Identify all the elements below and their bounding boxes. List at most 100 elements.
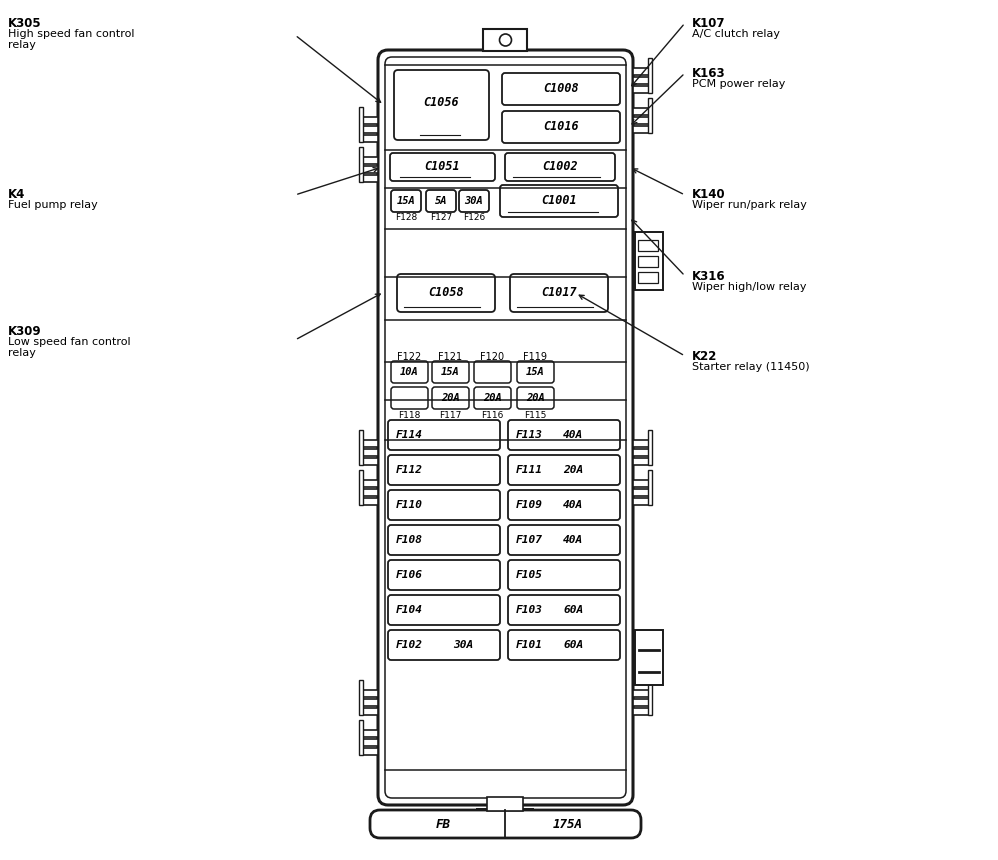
Bar xyxy=(633,126,649,133)
Bar xyxy=(633,690,649,697)
FancyBboxPatch shape xyxy=(474,387,511,409)
FancyBboxPatch shape xyxy=(517,361,554,383)
Bar xyxy=(362,458,378,465)
Bar xyxy=(638,256,658,267)
FancyBboxPatch shape xyxy=(508,455,620,485)
Text: Wiper high/low relay: Wiper high/low relay xyxy=(692,282,806,292)
Bar xyxy=(638,272,658,283)
Bar xyxy=(362,498,378,505)
Bar xyxy=(487,797,524,811)
Text: PCM power relay: PCM power relay xyxy=(692,79,785,89)
Text: 10A: 10A xyxy=(400,367,419,377)
Bar xyxy=(359,720,363,755)
Bar xyxy=(633,699,649,706)
Bar xyxy=(648,430,652,465)
Bar xyxy=(362,157,378,164)
Text: K107: K107 xyxy=(692,17,726,30)
Text: F111: F111 xyxy=(516,465,543,475)
Text: K316: K316 xyxy=(692,270,726,283)
Text: Fuel pump relay: Fuel pump relay xyxy=(8,200,98,210)
FancyBboxPatch shape xyxy=(508,525,620,555)
Text: K4: K4 xyxy=(8,188,25,201)
Bar xyxy=(477,809,534,827)
FancyBboxPatch shape xyxy=(508,595,620,625)
Bar xyxy=(362,730,378,737)
Bar xyxy=(648,58,652,93)
Text: C1058: C1058 xyxy=(428,286,464,298)
Bar xyxy=(633,77,649,84)
FancyBboxPatch shape xyxy=(388,630,500,660)
Text: C1051: C1051 xyxy=(424,159,460,173)
FancyBboxPatch shape xyxy=(508,560,620,590)
Bar xyxy=(633,68,649,75)
Text: 60A: 60A xyxy=(563,640,583,650)
Text: Wiper run/park relay: Wiper run/park relay xyxy=(692,200,806,210)
FancyBboxPatch shape xyxy=(388,420,500,450)
Text: relay: relay xyxy=(8,348,36,358)
FancyBboxPatch shape xyxy=(517,387,554,409)
Text: F113: F113 xyxy=(516,430,543,440)
Bar xyxy=(633,458,649,465)
FancyBboxPatch shape xyxy=(394,70,489,140)
Bar xyxy=(362,739,378,746)
Bar xyxy=(362,480,378,487)
Text: F101: F101 xyxy=(516,640,543,650)
Text: F122: F122 xyxy=(397,352,421,362)
Bar xyxy=(633,708,649,715)
Text: 60A: 60A xyxy=(563,605,583,615)
Text: F107: F107 xyxy=(516,535,543,545)
Text: F120: F120 xyxy=(480,352,505,362)
Text: 175A: 175A xyxy=(553,818,583,831)
Text: F109: F109 xyxy=(516,500,543,510)
FancyBboxPatch shape xyxy=(508,490,620,520)
Text: C1002: C1002 xyxy=(542,159,578,173)
Text: F117: F117 xyxy=(439,410,462,420)
Bar xyxy=(483,29,528,51)
Text: K140: K140 xyxy=(692,188,726,201)
Text: F119: F119 xyxy=(524,352,548,362)
Text: 20A: 20A xyxy=(483,393,502,403)
Bar xyxy=(633,480,649,487)
Bar xyxy=(359,470,363,505)
Bar xyxy=(362,489,378,496)
Text: C1008: C1008 xyxy=(543,82,579,95)
Bar xyxy=(635,232,663,290)
Bar xyxy=(359,430,363,465)
Bar xyxy=(362,690,378,697)
FancyBboxPatch shape xyxy=(388,595,500,625)
Text: K305: K305 xyxy=(8,17,42,30)
FancyBboxPatch shape xyxy=(508,630,620,660)
Bar xyxy=(638,240,658,251)
Bar xyxy=(359,680,363,715)
FancyBboxPatch shape xyxy=(500,185,618,217)
Text: K309: K309 xyxy=(8,325,42,338)
Text: High speed fan control: High speed fan control xyxy=(8,29,135,39)
FancyBboxPatch shape xyxy=(388,560,500,590)
FancyBboxPatch shape xyxy=(502,111,620,143)
Text: F106: F106 xyxy=(396,570,423,580)
Bar xyxy=(362,449,378,456)
Bar xyxy=(362,135,378,142)
Text: K22: K22 xyxy=(692,350,718,363)
Text: F115: F115 xyxy=(524,410,547,420)
FancyBboxPatch shape xyxy=(432,387,469,409)
Text: 30A: 30A xyxy=(453,640,473,650)
Text: F126: F126 xyxy=(463,213,485,223)
Bar xyxy=(635,630,663,685)
Bar xyxy=(359,107,363,142)
Text: Low speed fan control: Low speed fan control xyxy=(8,337,131,347)
Bar xyxy=(362,699,378,706)
Bar xyxy=(633,498,649,505)
FancyBboxPatch shape xyxy=(432,361,469,383)
Bar xyxy=(362,708,378,715)
Text: 30A: 30A xyxy=(465,196,483,206)
Circle shape xyxy=(500,34,512,46)
Text: F103: F103 xyxy=(516,605,543,615)
Text: C1016: C1016 xyxy=(543,120,579,132)
Text: F116: F116 xyxy=(481,410,504,420)
Text: F128: F128 xyxy=(395,213,417,223)
Text: K163: K163 xyxy=(692,67,726,80)
Bar xyxy=(362,175,378,182)
FancyBboxPatch shape xyxy=(388,490,500,520)
FancyBboxPatch shape xyxy=(370,810,641,838)
